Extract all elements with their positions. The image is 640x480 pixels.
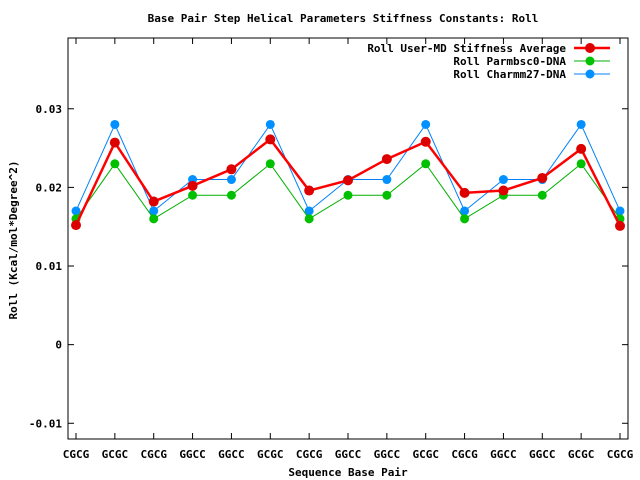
data-point bbox=[421, 159, 431, 169]
x-tick-label: GGCC bbox=[335, 448, 362, 461]
x-tick-label: GCGC bbox=[257, 448, 284, 461]
legend-label: Roll Charmm27-DNA bbox=[453, 68, 566, 81]
data-point bbox=[148, 196, 159, 207]
data-point bbox=[382, 190, 392, 200]
data-point bbox=[149, 206, 159, 216]
x-tick-label: GGCC bbox=[529, 448, 556, 461]
legend-label: Roll Parmbsc0-DNA bbox=[453, 55, 566, 68]
x-axis-label: Sequence Base Pair bbox=[288, 466, 408, 479]
data-point bbox=[265, 134, 276, 145]
x-tick-label: GGCC bbox=[218, 448, 245, 461]
data-point bbox=[421, 119, 431, 129]
legend-swatch-marker bbox=[585, 69, 595, 79]
x-tick-label: CGCG bbox=[63, 448, 90, 461]
legend-swatch-marker bbox=[585, 56, 595, 66]
data-point bbox=[576, 159, 586, 169]
data-point bbox=[498, 175, 508, 185]
data-point bbox=[187, 180, 198, 191]
chart-title: Base Pair Step Helical Parameters Stiffn… bbox=[148, 12, 539, 25]
data-point bbox=[304, 185, 315, 196]
y-tick-label: 0.01 bbox=[36, 260, 63, 273]
series-1 bbox=[71, 159, 625, 224]
data-point bbox=[149, 214, 159, 224]
x-tick-label: GCGC bbox=[412, 448, 439, 461]
y-tick-label: 0.02 bbox=[36, 181, 63, 194]
y-axis: -0.01 0 0.01 0.02 0.03 bbox=[29, 103, 628, 430]
x-tick-label: GCGC bbox=[568, 448, 595, 461]
data-point bbox=[382, 175, 392, 185]
y-tick-label: -0.01 bbox=[29, 417, 62, 430]
data-point bbox=[188, 190, 198, 200]
data-point bbox=[304, 206, 314, 216]
y-tick-label: 0.03 bbox=[36, 103, 63, 116]
data-point bbox=[304, 214, 314, 224]
data-point bbox=[265, 119, 275, 129]
y-axis-label: Roll (Kcal/mol*Degree^2) bbox=[7, 161, 20, 320]
data-point bbox=[615, 206, 625, 216]
data-point bbox=[459, 187, 470, 198]
x-tick-label: GGCC bbox=[490, 448, 517, 461]
data-point bbox=[460, 214, 470, 224]
data-point bbox=[226, 190, 236, 200]
data-point bbox=[537, 190, 547, 200]
legend-swatch-marker bbox=[585, 43, 595, 53]
series-layer bbox=[71, 119, 625, 231]
data-point bbox=[110, 159, 120, 169]
data-point bbox=[109, 137, 120, 148]
data-point bbox=[226, 164, 237, 175]
x-tick-label: CGCG bbox=[296, 448, 323, 461]
data-point bbox=[498, 185, 509, 196]
data-point bbox=[576, 119, 586, 129]
data-point bbox=[71, 220, 81, 231]
plot-frame bbox=[67, 37, 629, 440]
x-axis: CGCG GCGC CGCG GGCC GGCC GCGC CGCG GGCC GGCC GCGC… bbox=[63, 38, 634, 461]
data-point bbox=[460, 206, 470, 216]
data-point bbox=[537, 172, 548, 183]
x-tick-label: CGCG bbox=[140, 448, 167, 461]
data-point bbox=[343, 175, 353, 186]
data-point bbox=[343, 190, 353, 200]
x-tick-label: GGCC bbox=[374, 448, 401, 461]
data-point bbox=[420, 136, 431, 147]
y-tick-label: 0 bbox=[55, 339, 62, 352]
x-tick-label: GGCC bbox=[179, 448, 206, 461]
data-point bbox=[615, 220, 625, 231]
data-point bbox=[71, 206, 81, 216]
series-0 bbox=[71, 134, 625, 231]
x-tick-label: CGCG bbox=[607, 448, 634, 461]
legend-label: Roll User-MD Stiffness Average bbox=[367, 42, 566, 55]
data-point bbox=[226, 175, 236, 185]
data-point bbox=[110, 119, 120, 129]
data-point bbox=[265, 159, 275, 169]
x-tick-label: GCGC bbox=[102, 448, 129, 461]
x-tick-label: CGCG bbox=[451, 448, 478, 461]
data-point bbox=[576, 143, 587, 154]
data-point bbox=[381, 154, 392, 165]
